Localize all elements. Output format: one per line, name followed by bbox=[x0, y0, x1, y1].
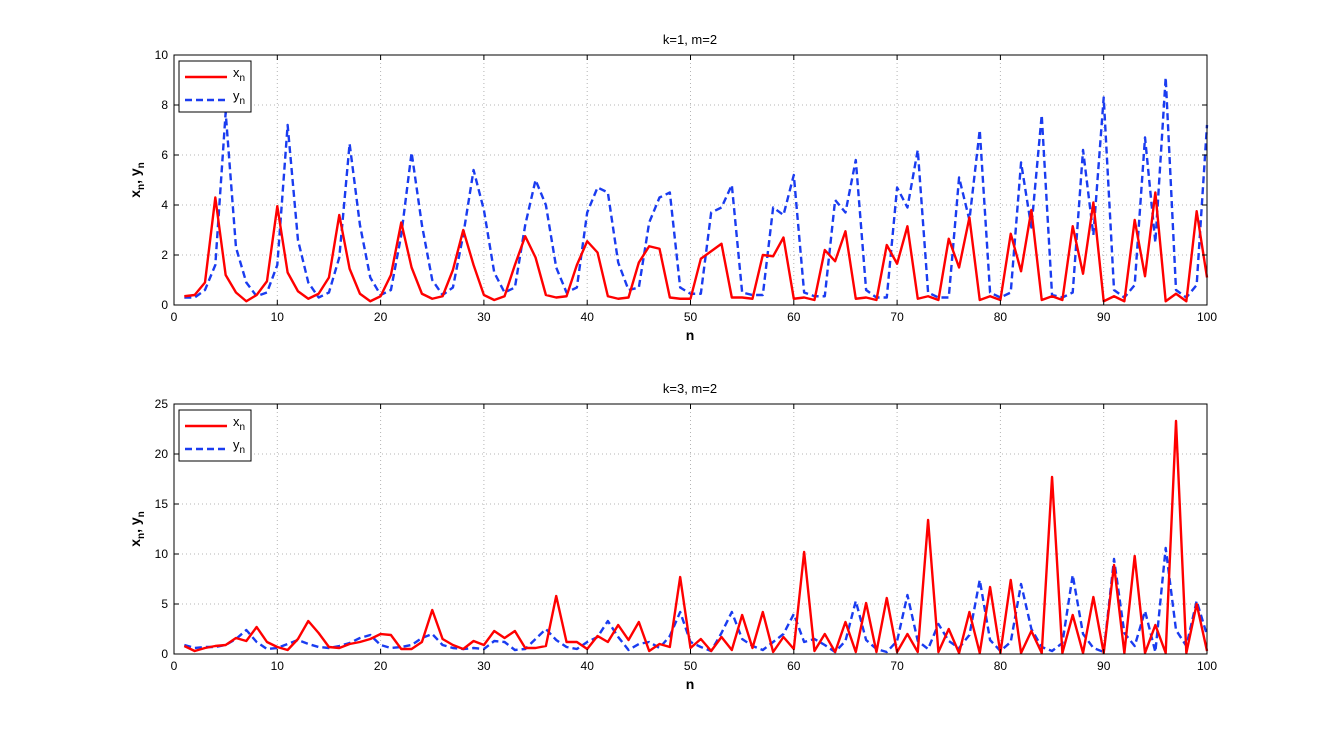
series-line-x bbox=[183, 419, 1209, 655]
x-tick-label: 0 bbox=[171, 310, 178, 324]
y-tick-label: 25 bbox=[155, 397, 169, 411]
x-tick-label: 50 bbox=[684, 659, 698, 673]
x-tick-label: 10 bbox=[271, 310, 285, 324]
y-tick-label: 10 bbox=[155, 547, 169, 561]
y-label-y-sub: n bbox=[136, 511, 147, 517]
x-tick-label: 50 bbox=[684, 310, 698, 324]
y-tick-label: 2 bbox=[161, 248, 168, 262]
legend-label-x: xn bbox=[233, 65, 245, 84]
y-tick-group: 0 5 10 15 20 25 bbox=[155, 397, 1207, 661]
legend-label-y: yn bbox=[233, 437, 245, 456]
legend: xn yn bbox=[178, 409, 252, 462]
y-tick-label: 0 bbox=[161, 298, 168, 312]
y-label-x: x bbox=[127, 539, 143, 547]
series-group bbox=[184, 76, 1209, 303]
x-tick-group: 0 10 20 30 40 50 60 70 80 90 100 bbox=[171, 404, 1217, 673]
y-tick-label: 10 bbox=[155, 48, 169, 62]
x-tick-label: 40 bbox=[581, 310, 595, 324]
series-line-x bbox=[184, 191, 1209, 303]
y-label-sep: , y bbox=[127, 168, 143, 184]
x-tick-label: 70 bbox=[890, 659, 904, 673]
x-tick-label: 60 bbox=[787, 659, 801, 673]
chart-title: k=3, m=2 bbox=[663, 381, 717, 396]
y-label-x: x bbox=[127, 190, 143, 198]
y-tick-label: 4 bbox=[161, 198, 168, 212]
x-tick-label: 80 bbox=[994, 659, 1008, 673]
x-tick-label: 10 bbox=[271, 659, 285, 673]
y-tick-label: 8 bbox=[161, 98, 168, 112]
grid-lines bbox=[174, 55, 1207, 305]
legend: xn yn bbox=[178, 60, 252, 113]
y-tick-label: 6 bbox=[161, 148, 168, 162]
y-tick-group: 0 2 4 6 8 10 bbox=[155, 48, 1207, 312]
y-label-sep: , y bbox=[127, 517, 143, 533]
y-tick-label: 0 bbox=[161, 647, 168, 661]
x-tick-label: 90 bbox=[1097, 310, 1111, 324]
subplot-bottom: 0 10 20 30 40 50 60 70 80 90 100 0 5 10 15 20 25 k=3, m… bbox=[127, 381, 1217, 692]
series-line-y bbox=[183, 546, 1209, 654]
y-tick-label: 15 bbox=[155, 497, 169, 511]
grid-lines bbox=[174, 404, 1207, 654]
x-axis-label: n bbox=[686, 676, 695, 692]
y-tick-label: 5 bbox=[161, 597, 168, 611]
x-tick-group: 0 10 20 30 40 50 60 70 80 90 100 bbox=[171, 55, 1217, 324]
legend-box bbox=[178, 409, 252, 462]
legend-label-y: yn bbox=[233, 88, 245, 107]
x-tick-label: 0 bbox=[171, 659, 178, 673]
x-tick-label: 90 bbox=[1097, 659, 1111, 673]
x-tick-label: 80 bbox=[994, 310, 1008, 324]
x-tick-label: 100 bbox=[1197, 310, 1217, 324]
x-tick-label: 40 bbox=[581, 659, 595, 673]
x-tick-label: 100 bbox=[1197, 659, 1217, 673]
legend-box bbox=[178, 60, 252, 113]
y-axis-label: xn, yn bbox=[127, 511, 147, 547]
x-tick-label: 30 bbox=[477, 659, 491, 673]
x-axis-label: n bbox=[686, 327, 695, 343]
x-tick-label: 60 bbox=[787, 310, 801, 324]
chart-title: k=1, m=2 bbox=[663, 32, 717, 47]
y-axis-label: xn, yn bbox=[127, 162, 147, 198]
x-tick-label: 20 bbox=[374, 659, 388, 673]
y-label-y-sub: n bbox=[136, 162, 147, 168]
x-tick-label: 30 bbox=[477, 310, 491, 324]
series-group bbox=[183, 419, 1209, 655]
y-label-x-sub: n bbox=[136, 533, 147, 539]
y-label-x-sub: n bbox=[136, 184, 147, 190]
legend-label-x: xn bbox=[233, 414, 245, 433]
y-tick-label: 20 bbox=[155, 447, 169, 461]
x-tick-label: 70 bbox=[890, 310, 904, 324]
x-tick-label: 20 bbox=[374, 310, 388, 324]
